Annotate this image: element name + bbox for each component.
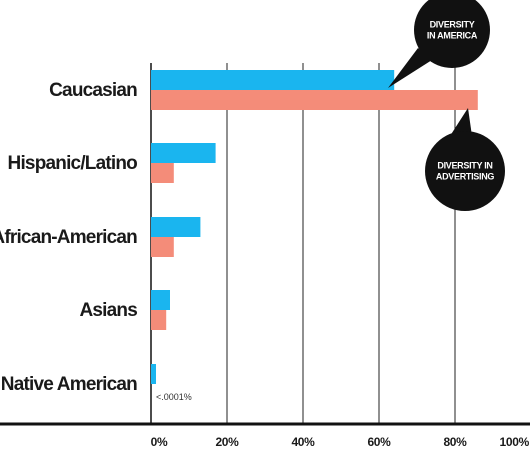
- native-american-note: <.0001%: [156, 392, 192, 402]
- category-label-1: Hispanic/Latino: [8, 153, 138, 174]
- x-tick-label-4: 80%: [443, 435, 467, 449]
- bar-america-1: [151, 143, 216, 163]
- category-label-4: Native American: [1, 374, 137, 395]
- x-tick-label-5: 100%: [500, 435, 530, 449]
- callout-text-america-1: IN AMERICA: [427, 31, 478, 41]
- gridlines: [150, 63, 456, 424]
- category-labels: Caucasian Hispanic/Latino African-American…: [0, 80, 138, 395]
- bar-america-4: [151, 364, 156, 384]
- callout-circle-advertising: [425, 131, 505, 211]
- x-tick-label-0: 0%: [151, 435, 168, 449]
- category-label-0: Caucasian: [49, 80, 137, 101]
- category-label-2: African-American: [0, 227, 137, 248]
- x-tick-label-3: 60%: [367, 435, 391, 449]
- callout-pointer-america: [388, 48, 432, 88]
- bar-advertising-0: [151, 90, 478, 110]
- category-label-3: Asians: [79, 300, 137, 321]
- callout-text-advertising-0: DIVERSITY IN: [437, 161, 492, 171]
- x-tick-label-2: 40%: [291, 435, 315, 449]
- bar-america-3: [151, 290, 170, 310]
- x-tick-label-1: 20%: [215, 435, 239, 449]
- callout-text-america-0: DIVERSITY: [430, 20, 475, 30]
- callout-text-advertising-1: ADVERTISING: [436, 172, 495, 182]
- x-axis: 0% 20% 40% 60% 80% 100%: [0, 422, 530, 449]
- callout-circle-america: [414, 0, 490, 68]
- bar-advertising-2: [151, 237, 174, 257]
- callout-pointer-advertising: [450, 108, 472, 136]
- bar-advertising-1: [151, 163, 174, 183]
- bar-america-0: [151, 70, 395, 90]
- bar-advertising-3: [151, 310, 167, 330]
- bar-america-2: [151, 217, 201, 237]
- bars: [151, 70, 478, 384]
